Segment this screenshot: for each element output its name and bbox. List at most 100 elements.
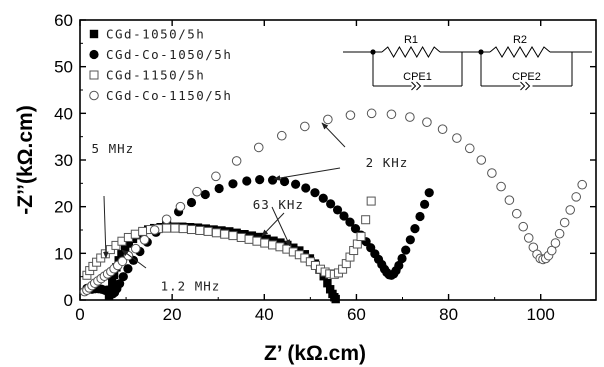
data-point	[228, 179, 238, 189]
plot-frame	[79, 19, 597, 301]
frequency-label: 2 KHz	[366, 155, 409, 170]
data-point	[267, 175, 278, 185]
data-point	[130, 243, 141, 254]
data-point	[332, 205, 343, 215]
data-point	[577, 179, 587, 190]
annotation-arrow	[321, 122, 346, 148]
data-point	[415, 211, 425, 222]
cpe-element	[525, 81, 531, 91]
data-point	[195, 225, 205, 235]
cpe-label: CPE1	[403, 71, 432, 83]
x-tick-label: 100	[527, 305, 555, 324]
x-tick-label: 20	[163, 305, 182, 324]
data-point	[139, 235, 150, 245]
data-point	[476, 155, 487, 165]
cpe-element	[416, 81, 422, 91]
data-point	[242, 176, 252, 186]
data-point	[228, 231, 238, 241]
series-4	[79, 108, 587, 297]
data-point	[268, 240, 278, 250]
data-point	[301, 183, 311, 193]
data-point	[260, 238, 270, 248]
data-point	[203, 226, 213, 236]
y-tick-label: 0	[64, 291, 73, 310]
plot-area	[79, 19, 597, 301]
data-point	[339, 211, 349, 221]
y-tick-label: 20	[54, 198, 73, 217]
data-point	[128, 234, 138, 244]
y-tick-label: 30	[54, 151, 73, 170]
data-point	[310, 188, 320, 198]
data-point	[386, 109, 397, 120]
y-tick-label: 60	[54, 11, 73, 30]
data-point	[437, 124, 448, 134]
frequency-label: 1.2 MHz	[161, 279, 221, 294]
data-point	[352, 239, 362, 249]
data-point	[356, 232, 366, 242]
data-point	[220, 229, 230, 239]
data-point	[130, 229, 140, 239]
data-point	[405, 235, 415, 245]
data-point	[366, 196, 376, 206]
annotation-arrow	[273, 167, 341, 181]
data-point	[401, 245, 411, 255]
annotation-arrow	[271, 206, 291, 247]
data-point	[394, 260, 404, 271]
data-point	[161, 214, 172, 225]
data-point	[138, 226, 148, 236]
y-tick-label: 40	[54, 104, 73, 123]
data-point	[175, 201, 186, 212]
resistor	[489, 46, 551, 58]
data-point	[186, 197, 197, 208]
data-point	[120, 244, 130, 253]
data-point	[397, 253, 407, 264]
y-tick-label: 50	[54, 58, 73, 77]
data-point	[276, 130, 287, 141]
data-point	[115, 279, 125, 289]
data-point	[546, 245, 557, 256]
data-point	[214, 183, 224, 194]
data-point	[554, 228, 565, 239]
cpe-element	[411, 81, 417, 91]
data-point	[323, 114, 333, 125]
data-point	[487, 168, 497, 178]
legend-marker	[89, 29, 99, 39]
data-point	[253, 142, 264, 153]
y-tick-label: 10	[54, 244, 73, 263]
data-point	[504, 195, 515, 205]
data-point	[565, 205, 576, 215]
data-point	[571, 192, 581, 202]
data-point	[345, 217, 355, 227]
legend-entry-label: CGd-1150/5h	[106, 68, 205, 83]
data-point	[211, 171, 221, 182]
annotation-arrow	[261, 212, 285, 237]
data-point	[325, 285, 335, 294]
data-point	[518, 221, 529, 232]
data-point	[326, 199, 336, 209]
data-point	[318, 193, 328, 203]
equivalent-circuit-inset: R1 CPE1 R2 CPE2	[343, 34, 592, 91]
cpe-element	[520, 81, 526, 91]
legend-entry-label: CGd-Co-1050/5h	[106, 47, 232, 62]
data-point	[300, 121, 310, 132]
legend-marker	[89, 90, 99, 101]
legend-entry-label: CGd-1050/5h	[106, 27, 205, 42]
data-point	[118, 272, 128, 282]
data-point	[200, 189, 210, 200]
legend-marker	[89, 70, 99, 80]
data-point	[149, 225, 160, 235]
annotation-layer: 5 MHz 1.2 MHz 63 KHz 2 KHz	[92, 122, 409, 294]
data-point	[279, 176, 290, 187]
data-point	[405, 112, 415, 122]
data-point	[252, 236, 262, 246]
data-point	[108, 278, 117, 287]
data-point	[361, 215, 371, 225]
x-tick-label: 0	[75, 305, 84, 324]
data-point	[124, 239, 134, 248]
resistor-label: R2	[513, 34, 527, 46]
data-point	[244, 234, 254, 244]
series-layer	[79, 108, 587, 304]
data-point	[186, 225, 196, 235]
x-tick-label: 60	[347, 305, 366, 324]
frequency-label: 63 KHz	[253, 197, 304, 212]
